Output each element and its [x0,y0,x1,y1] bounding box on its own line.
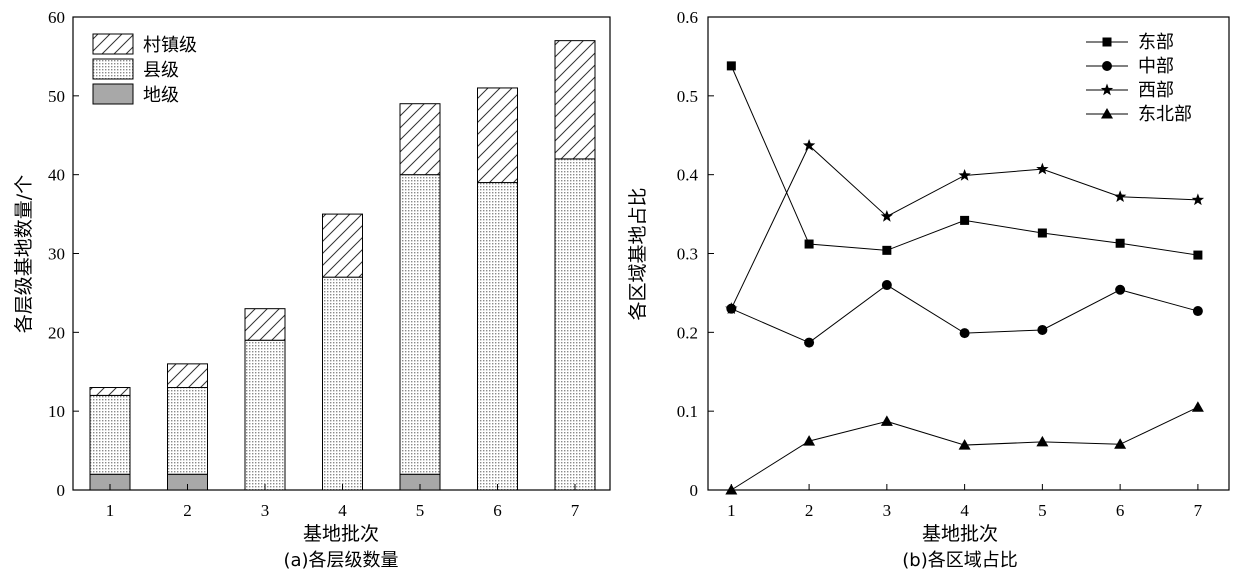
chart-b-caption: (b)各区域占比 [902,550,1017,571]
point-西部-4 [958,168,971,181]
legend-marker-西部 [1100,83,1114,96]
chart-b-xlabel: 基地批次 [922,523,998,545]
legend-label-地级: 地级 [143,85,179,106]
bar-村镇级-6 [477,87,518,184]
legend-label-村镇级: 村镇级 [143,35,197,56]
x-tick-label: 7 [571,501,580,520]
chart-a-ylabel: 各层级基地数量/个 [13,175,35,333]
x-tick-label: 3 [883,501,892,520]
x-tick-label: 4 [960,501,969,520]
legend-marker-东部 [1102,37,1112,47]
point-东部-3 [882,245,892,255]
bar-县级-4 [322,276,363,491]
y-tick-label: 20 [48,323,65,342]
x-tick-label: 7 [1194,501,1203,520]
point-西部-2 [802,139,816,151]
y-tick-label: 0 [690,481,699,500]
bar-村镇级-1 [89,387,131,396]
point-中部-4 [959,328,970,339]
y-tick-label: 10 [48,402,65,421]
chart-a-caption: (a)各层级数量 [283,550,398,571]
x-tick-label: 5 [1038,501,1047,520]
bar-县级-1 [89,394,131,475]
point-中部-2 [804,337,815,348]
y-tick-label: 0.3 [677,245,698,264]
legend-swatch-县级 [92,58,134,80]
chart-a-bars [89,40,596,491]
legend-swatch-村镇级 [92,33,134,55]
legend-label-中部: 中部 [1138,56,1174,77]
legend-marker-东北部 [1101,108,1113,119]
y-tick-label: 0.2 [677,323,698,342]
y-tick-label: 50 [48,87,65,106]
point-东北部-7 [1191,401,1204,412]
bar-村镇级-4 [322,213,363,278]
bar-县级-2 [167,387,208,475]
legend-swatch-地级 [92,83,134,105]
bar-村镇级-3 [244,308,286,341]
point-西部-1 [725,302,738,314]
legend-label-东部: 东部 [1138,32,1174,53]
chart-b-ticks: 1 2 3 4 5 6 7 0 0.1 0.2 0.3 0.4 0.5 0.6 [677,8,1203,520]
point-西部-5 [1036,162,1049,175]
y-tick-label: 40 [48,166,65,185]
point-东部-5 [1037,228,1047,238]
bar-县级-7 [554,158,596,491]
bar-县级-6 [477,182,518,491]
x-tick-label: 6 [493,501,502,520]
y-tick-label: 0.1 [677,402,698,421]
point-东北部-2 [803,435,816,446]
legend-label-西部: 西部 [1138,80,1174,101]
point-东部-6 [1115,238,1125,248]
bar-县级-5 [399,174,441,475]
legend-label-县级: 县级 [143,60,179,81]
series-line-东部 [730,65,1198,256]
y-tick-label: 0.4 [677,166,699,185]
point-东部-7 [1193,250,1203,260]
x-tick-label: 4 [338,501,347,520]
point-中部-3 [881,280,892,291]
x-tick-label: 2 [183,501,192,520]
point-东部-1 [726,61,736,71]
x-tick-label: 2 [805,501,814,520]
point-东北部-6 [1114,438,1127,449]
point-西部-6 [1113,190,1127,202]
point-西部-7 [1191,193,1205,206]
bar-村镇级-2 [167,363,208,389]
chart-a-xlabel: 基地批次 [303,523,379,545]
point-东部-4 [960,215,970,225]
point-中部-6 [1115,284,1126,295]
y-tick-label: 0.5 [677,87,698,106]
x-tick-label: 1 [106,501,115,520]
bar-县级-3 [244,339,286,491]
chart-a-ticks: 1 2 3 4 5 6 7 0 10 20 30 40 50 60 [48,8,580,520]
point-东部-2 [804,239,814,249]
chart-b-lines [725,61,1205,495]
chart-b-ylabel: 各区域基地占比 [627,187,649,320]
point-东北部-4 [958,439,971,450]
y-tick-label: 30 [48,245,65,264]
x-tick-label: 5 [416,501,425,520]
bar-村镇级-5 [399,103,441,176]
x-tick-label: 3 [261,501,270,520]
bar-村镇级-7 [554,40,596,160]
y-tick-label: 0.6 [677,8,698,27]
point-西部-3 [880,209,894,222]
x-tick-label: 6 [1116,501,1125,520]
y-tick-label: 60 [48,8,65,27]
legend-marker-中部 [1102,61,1112,71]
point-中部-7 [1192,306,1203,317]
point-东北部-3 [880,415,893,426]
point-东北部-5 [1036,435,1049,447]
x-tick-label: 1 [727,501,736,520]
point-中部-5 [1037,324,1048,335]
legend-label-东北部: 东北部 [1138,104,1192,125]
y-tick-label: 0 [57,481,66,500]
